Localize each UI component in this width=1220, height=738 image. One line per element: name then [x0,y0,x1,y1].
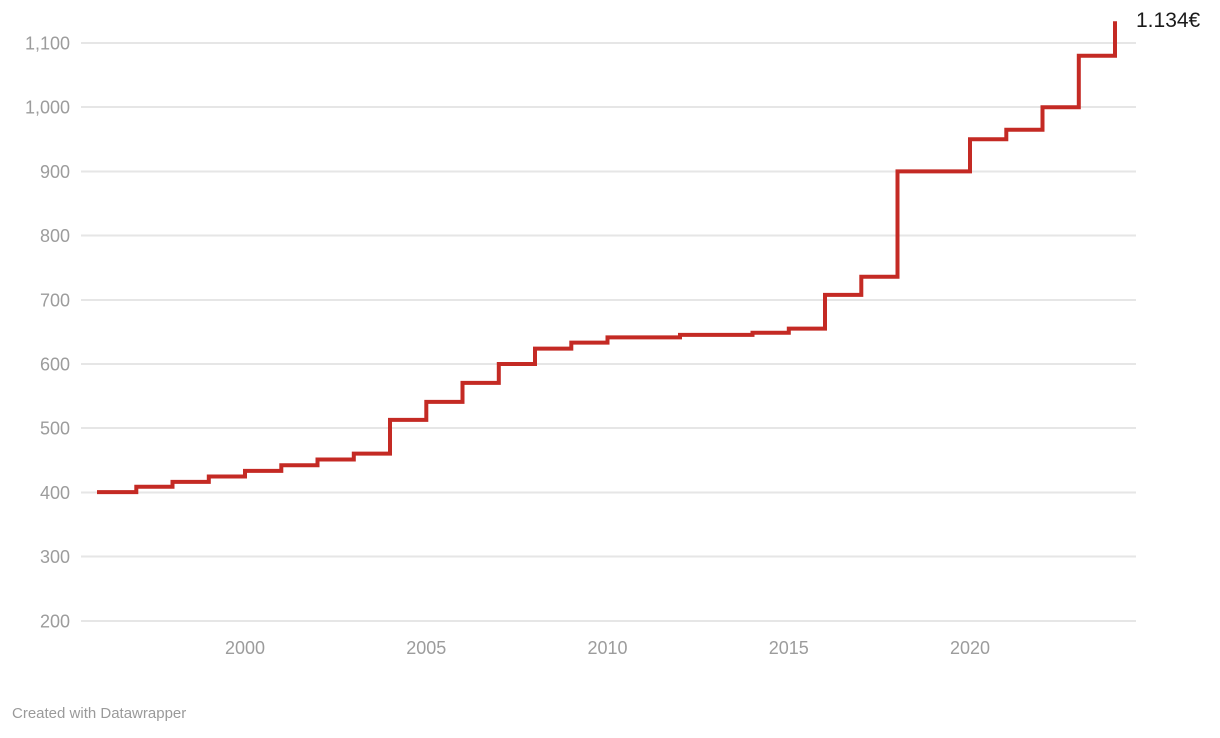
datawrapper-attribution-link[interactable]: Created with Datawrapper [12,705,187,722]
x-axis-tick-label: 2000 [225,638,265,658]
y-axis-tick-label: 900 [40,162,70,182]
x-axis-tick-label: 2015 [769,638,809,658]
x-axis-tick-label: 2020 [950,638,990,658]
x-axis-tick-label: 2005 [406,638,446,658]
y-axis-tick-label: 400 [40,483,70,503]
y-axis-tick-label: 600 [40,355,70,375]
x-axis-tick-label: 2010 [587,638,627,658]
y-axis-tick-label: 1,100 [25,34,70,54]
y-axis-tick-label: 300 [40,547,70,567]
y-axis-tick-label: 200 [40,611,70,631]
y-axis-tick-label: 700 [40,290,70,310]
data-line [97,21,1117,495]
last-value-label: 1.134€ [1136,9,1201,32]
y-axis-tick-label: 800 [40,226,70,246]
step-line-plot: 200 300 400 500 600 700 800 900 1,000 1,100 2000 20… [25,21,1136,658]
y-axis-tick-label: 1,000 [25,98,70,118]
y-axis-tick-label: 500 [40,419,70,439]
